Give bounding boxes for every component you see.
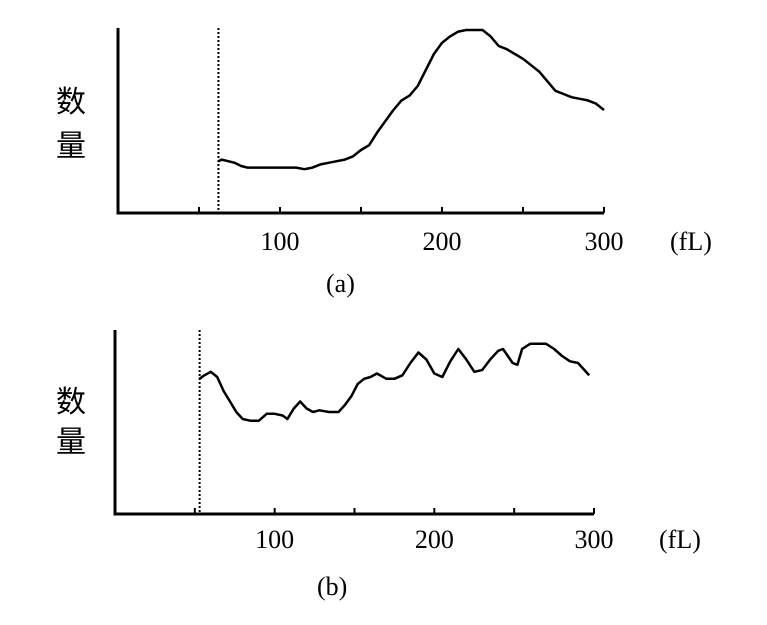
panel-label: (a) (326, 269, 355, 298)
series-line (217, 28, 605, 171)
series-line (198, 342, 591, 423)
x-tick-label: 300 (575, 525, 614, 554)
panel-label: (b) (317, 572, 347, 601)
y-axis-label-char-2: 量 (56, 129, 86, 164)
x-tick-label: 200 (415, 525, 454, 554)
y-axis-label-char-1: 数 (56, 85, 86, 120)
y-axis-label-char-2: 量 (56, 425, 86, 460)
x-tick-label: 200 (423, 227, 462, 256)
x-tick-label: 100 (261, 227, 300, 256)
x-axis-unit-label: (fL) (659, 525, 701, 554)
chart-panel-a: 数 量 (fL) (a) 100 200 300 (56, 28, 712, 298)
x-axis-unit-label: (fL) (670, 227, 712, 256)
y-axis-label-char-1: 数 (56, 385, 86, 420)
x-tick-label: 300 (585, 227, 624, 256)
chart-panel-b: 数 量 (fL) (b) 100 200 300 (56, 330, 701, 601)
x-tick-label: 100 (255, 525, 294, 554)
